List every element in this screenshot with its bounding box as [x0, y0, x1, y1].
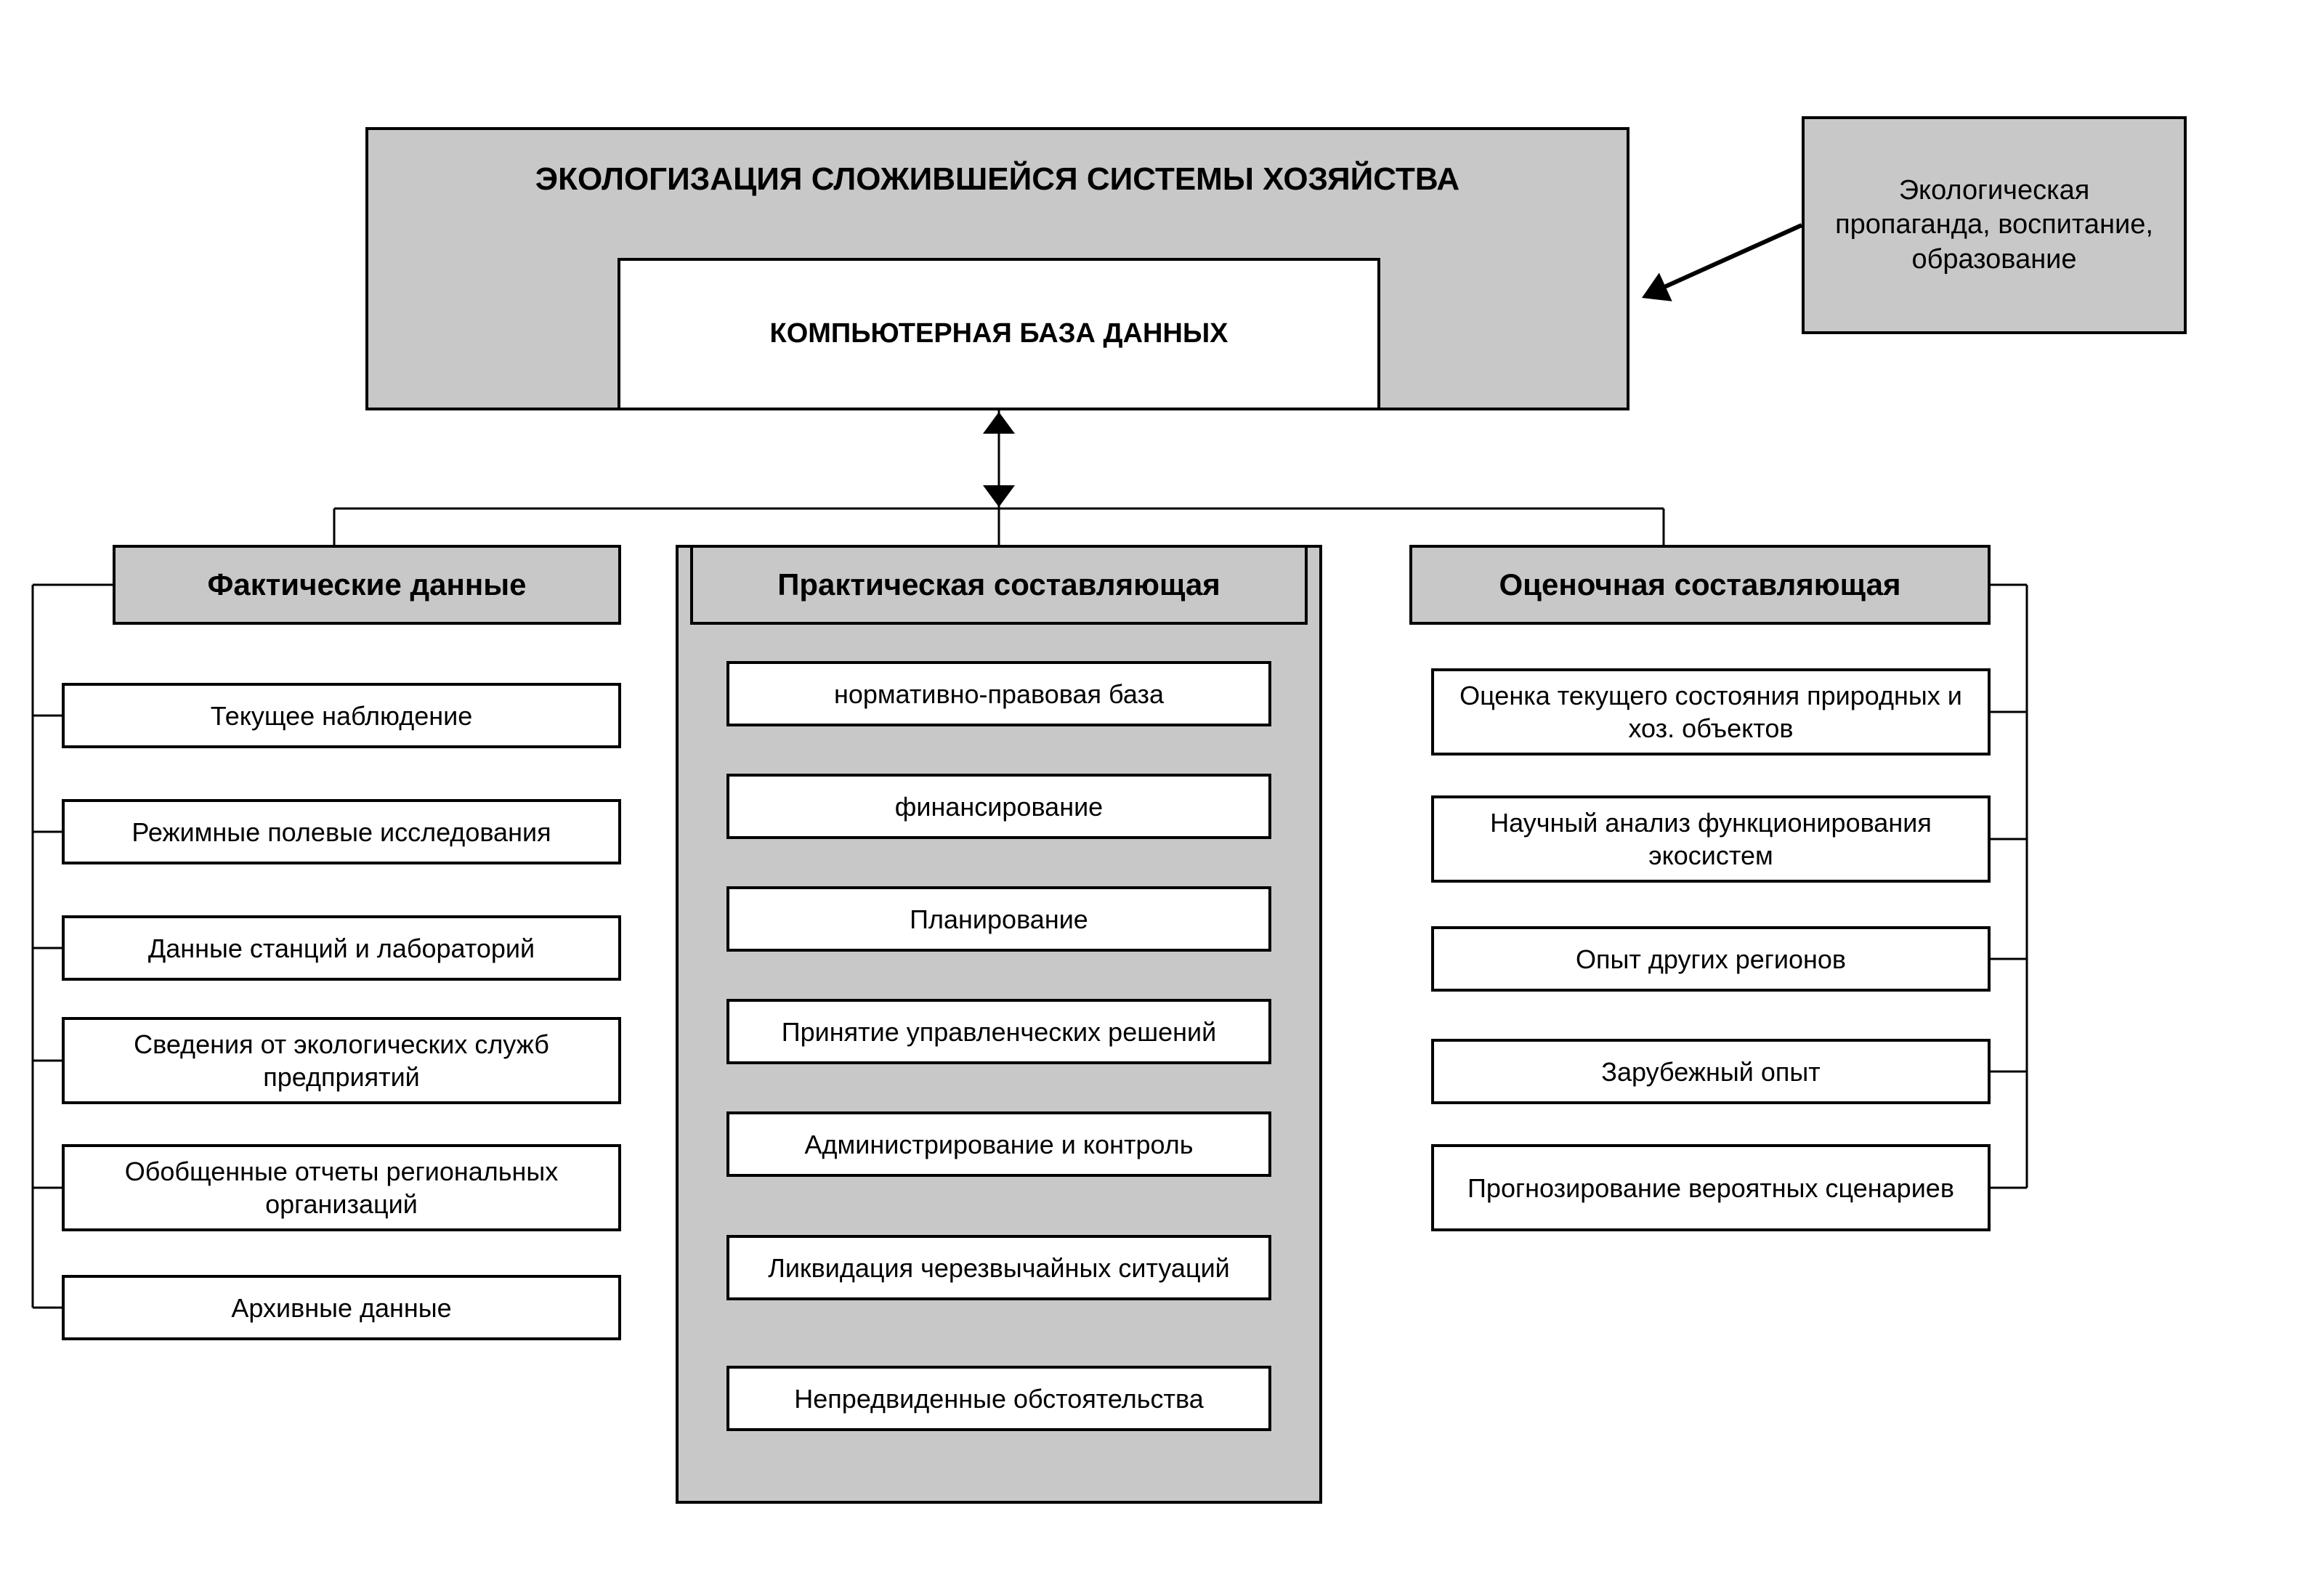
header-practical-label: Практическая составляющая	[777, 566, 1220, 604]
sub-title-block: КОМПЬЮТЕРНАЯ БАЗА ДАННЫХ	[618, 258, 1380, 410]
item-practical-4: Администрирование и контроль	[726, 1111, 1271, 1177]
item-evaluation-2: Опыт других регионов	[1431, 926, 1991, 992]
header-factual-label: Фактические данные	[207, 566, 526, 604]
item-evaluation-0: Оценка текущего состояния природных и хо…	[1431, 668, 1991, 756]
item-factual-4-label: Обобщенные отчеты региональных организац…	[79, 1155, 604, 1220]
side-note-block-label: Экологическая пропаганда, воспитание, об…	[1819, 174, 2169, 278]
header-practical: Практическая составляющая	[690, 545, 1308, 625]
item-practical-0: нормативно-правовая база	[726, 661, 1271, 726]
header-evaluation-label: Оценочная составляющая	[1499, 566, 1901, 604]
item-practical-1: финансирование	[726, 774, 1271, 839]
item-evaluation-3-label: Зарубежный опыт	[1601, 1056, 1820, 1088]
item-factual-5: Архивные данные	[62, 1275, 621, 1340]
item-evaluation-1: Научный анализ функционирования экосисте…	[1431, 795, 1991, 883]
item-practical-3-label: Принятие управленческих решений	[782, 1016, 1216, 1048]
item-factual-2-label: Данные станций и лабораторий	[148, 932, 535, 965]
item-practical-5-label: Ликвидация черезвычайных ситуаций	[768, 1252, 1230, 1284]
main-title-label: ЭКОЛОГИЗАЦИЯ СЛОЖИВШЕЙСЯ СИСТЕМЫ ХОЗЯЙСТ…	[535, 159, 1459, 199]
item-factual-4: Обобщенные отчеты региональных организац…	[62, 1144, 621, 1231]
header-factual: Фактические данные	[113, 545, 621, 625]
item-factual-1: Режимные полевые исследования	[62, 799, 621, 864]
header-evaluation: Оценочная составляющая	[1409, 545, 1991, 625]
item-factual-3-label: Сведения от экологических служб предприя…	[79, 1028, 604, 1093]
item-evaluation-4: Прогнозирование вероятных сценариев	[1431, 1144, 1991, 1231]
item-evaluation-0-label: Оценка текущего состояния природных и хо…	[1449, 679, 1973, 745]
item-practical-3: Принятие управленческих решений	[726, 999, 1271, 1064]
item-factual-3: Сведения от экологических служб предприя…	[62, 1017, 621, 1104]
item-factual-0: Текущее наблюдение	[62, 683, 621, 748]
item-practical-4-label: Администрирование и контроль	[805, 1128, 1194, 1161]
item-evaluation-3: Зарубежный опыт	[1431, 1039, 1991, 1104]
item-factual-2: Данные станций и лабораторий	[62, 915, 621, 981]
item-practical-6-label: Непредвиденные обстоятельства	[794, 1382, 1203, 1415]
item-evaluation-2-label: Опыт других регионов	[1576, 943, 1846, 976]
item-evaluation-4-label: Прогнозирование вероятных сценариев	[1467, 1172, 1954, 1204]
item-evaluation-1-label: Научный анализ функционирования экосисте…	[1449, 806, 1973, 872]
item-practical-1-label: финансирование	[895, 790, 1103, 823]
item-practical-6: Непредвиденные обстоятельства	[726, 1366, 1271, 1431]
item-practical-2-label: Планирование	[910, 903, 1088, 936]
item-practical-5: Ликвидация черезвычайных ситуаций	[726, 1235, 1271, 1300]
diagram-canvas: ЭКОЛОГИЗАЦИЯ СЛОЖИВШЕЙСЯ СИСТЕМЫ ХОЗЯЙСТ…	[0, 0, 2316, 1596]
item-factual-1-label: Режимные полевые исследования	[131, 816, 551, 848]
sub-title-block-label: КОМПЬЮТЕРНАЯ БАЗА ДАННЫХ	[770, 317, 1228, 352]
item-practical-2: Планирование	[726, 886, 1271, 952]
item-factual-5-label: Архивные данные	[231, 1292, 451, 1324]
item-factual-0-label: Текущее наблюдение	[211, 700, 473, 732]
item-practical-0-label: нормативно-правовая база	[834, 678, 1164, 710]
side-note-block: Экологическая пропаганда, воспитание, об…	[1802, 116, 2187, 334]
